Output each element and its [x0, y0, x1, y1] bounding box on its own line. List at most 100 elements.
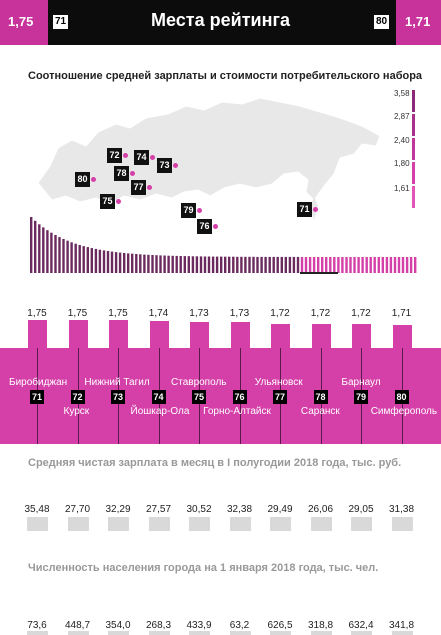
distribution-bar	[276, 256, 279, 273]
rank-badge-76: 76	[232, 390, 247, 404]
scale-segment	[412, 162, 415, 184]
distribution-bar	[123, 253, 126, 273]
salary-bar-8	[310, 517, 332, 531]
city-name-77: Ульяновск	[254, 377, 303, 388]
salary-bar-6	[229, 517, 251, 531]
header-right-value: 1,71	[405, 14, 431, 29]
population-bar-1	[27, 631, 48, 635]
map-dot-73	[173, 163, 178, 168]
scale-segment	[412, 138, 415, 160]
distribution-bar	[62, 239, 65, 273]
distribution-bar	[361, 257, 364, 273]
population-value-9: 632,4	[348, 620, 374, 631]
salary-value-3: 32,29	[105, 504, 131, 515]
population-value-6: 63,2	[229, 620, 250, 631]
ratio-bar-77	[271, 323, 290, 348]
population-bar-4	[148, 631, 170, 635]
distribution-bar	[252, 256, 255, 273]
map-badge-72: 72	[107, 148, 122, 163]
population-value-10: 341,8	[388, 620, 415, 631]
distribution-bar	[163, 255, 166, 273]
distribution-bar	[296, 256, 300, 273]
salary-value-9: 29,05	[348, 504, 374, 515]
distribution-bar	[389, 257, 393, 273]
ratio-value-80: 1,71	[391, 308, 412, 319]
distribution-bar	[215, 256, 219, 273]
distribution-bar	[260, 256, 263, 273]
distribution-bar	[167, 255, 170, 273]
scale-label-4: 1,80	[394, 159, 410, 168]
salary-bar-9	[351, 517, 372, 531]
distribution-bar	[86, 247, 89, 273]
distribution-bar	[183, 256, 186, 273]
distribution-bar	[272, 256, 275, 273]
salary-value-4: 27,57	[145, 504, 172, 515]
distribution-bar	[353, 257, 356, 273]
salary-value-7: 29,49	[267, 504, 293, 515]
scale-label-1: 3,58	[394, 89, 410, 98]
distribution-bar	[131, 253, 134, 273]
distribution-bar	[312, 257, 316, 273]
distribution-bar	[325, 257, 328, 273]
population-value-7: 626,5	[267, 620, 293, 631]
city-name-72: Курск	[63, 406, 90, 417]
distribution-bar	[292, 256, 296, 273]
ratio-bar-76	[230, 322, 250, 348]
scale-label-3: 2,40	[394, 136, 410, 145]
map-dot-79	[197, 208, 202, 213]
page-title: Места рейтинга	[151, 10, 290, 30]
salary-bar-5	[189, 517, 210, 531]
distribution-bar	[256, 256, 259, 273]
salary-bar-10	[391, 517, 413, 531]
distribution-bar	[175, 255, 178, 273]
distribution-bar	[333, 257, 336, 273]
ratio-value-76: 1,73	[229, 308, 250, 319]
distribution-bar	[280, 256, 283, 273]
distribution-bar	[304, 257, 308, 273]
distribution-bar	[147, 254, 150, 273]
ratio-bar-74	[149, 321, 169, 348]
population-value-2: 448,7	[64, 620, 91, 631]
population-value-4: 268,3	[145, 620, 172, 631]
map-dot-80	[91, 177, 96, 182]
population-bar-7	[270, 631, 291, 635]
distribution-bar	[381, 257, 384, 273]
salary-bar-1	[27, 517, 48, 531]
distribution-bar	[98, 249, 102, 273]
distribution-bar	[58, 237, 61, 273]
distribution-bar	[42, 227, 45, 273]
distribution-bar	[50, 232, 53, 273]
distribution-bar	[317, 257, 320, 273]
distribution-bar	[159, 255, 162, 273]
distribution-bar	[288, 256, 292, 273]
distribution-bar	[397, 257, 401, 273]
header-title-bar	[48, 0, 396, 45]
salary-bar-7	[270, 517, 291, 531]
distribution-bar	[199, 256, 203, 273]
distribution-bar	[321, 257, 324, 273]
distribution-bar	[329, 257, 332, 273]
distribution-bar	[337, 257, 340, 273]
scale-segment	[412, 186, 415, 208]
distribution-bar	[34, 220, 37, 273]
population-chart-title: Численность населения города на 1 января…	[28, 562, 379, 574]
salary-value-8: 26,06	[307, 504, 334, 515]
ratio-value-75: 1,73	[189, 308, 209, 319]
distribution-bar	[240, 256, 243, 273]
ratio-bar-79	[352, 323, 371, 348]
distribution-bar	[74, 243, 77, 273]
distribution-bar	[143, 254, 146, 273]
distribution-bar	[127, 253, 130, 273]
scale-segment	[412, 114, 415, 136]
rank-badge-77: 77	[273, 390, 287, 404]
ratio-bar-80	[392, 324, 412, 348]
ratio-bar-73	[109, 320, 128, 348]
city-name-80: Симферополь	[370, 406, 438, 417]
population-bar-6	[229, 631, 251, 635]
map-badge-78: 78	[114, 166, 129, 181]
ratio-value-78: 1,72	[310, 308, 331, 319]
population-bar-8	[310, 631, 332, 635]
population-bar-9	[351, 631, 372, 635]
distribution-bar	[203, 256, 207, 273]
city-name-79: Барнаул	[341, 377, 381, 388]
